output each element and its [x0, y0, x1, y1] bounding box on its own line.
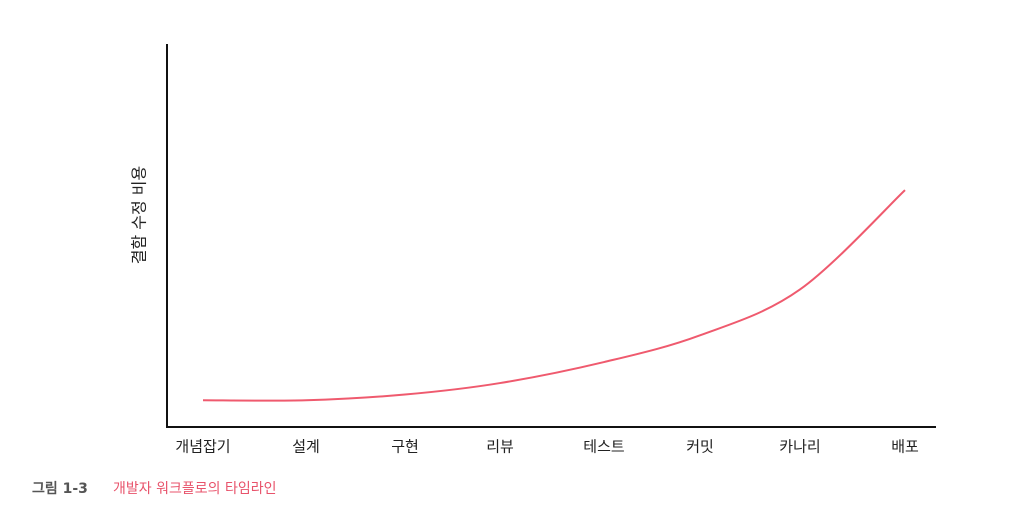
x-tick-label: 커밋	[686, 438, 714, 456]
x-tick-label: 구현	[391, 438, 419, 456]
x-tick-label: 리뷰	[486, 438, 514, 456]
x-tick-label: 개념잡기	[175, 438, 230, 456]
line-series	[202, 189, 906, 402]
x-tick-label: 테스트	[583, 438, 625, 456]
caption-label: 그림 1-3	[32, 481, 88, 497]
x-tick-label: 설계	[292, 438, 320, 456]
y-axis-label: 결함 수정 비용	[130, 166, 149, 265]
x-tick-label: 배포	[891, 438, 919, 456]
caption-text: 개발자 워크플로의 타임라인	[113, 481, 276, 497]
x-tick-label: 카나리	[779, 438, 820, 456]
